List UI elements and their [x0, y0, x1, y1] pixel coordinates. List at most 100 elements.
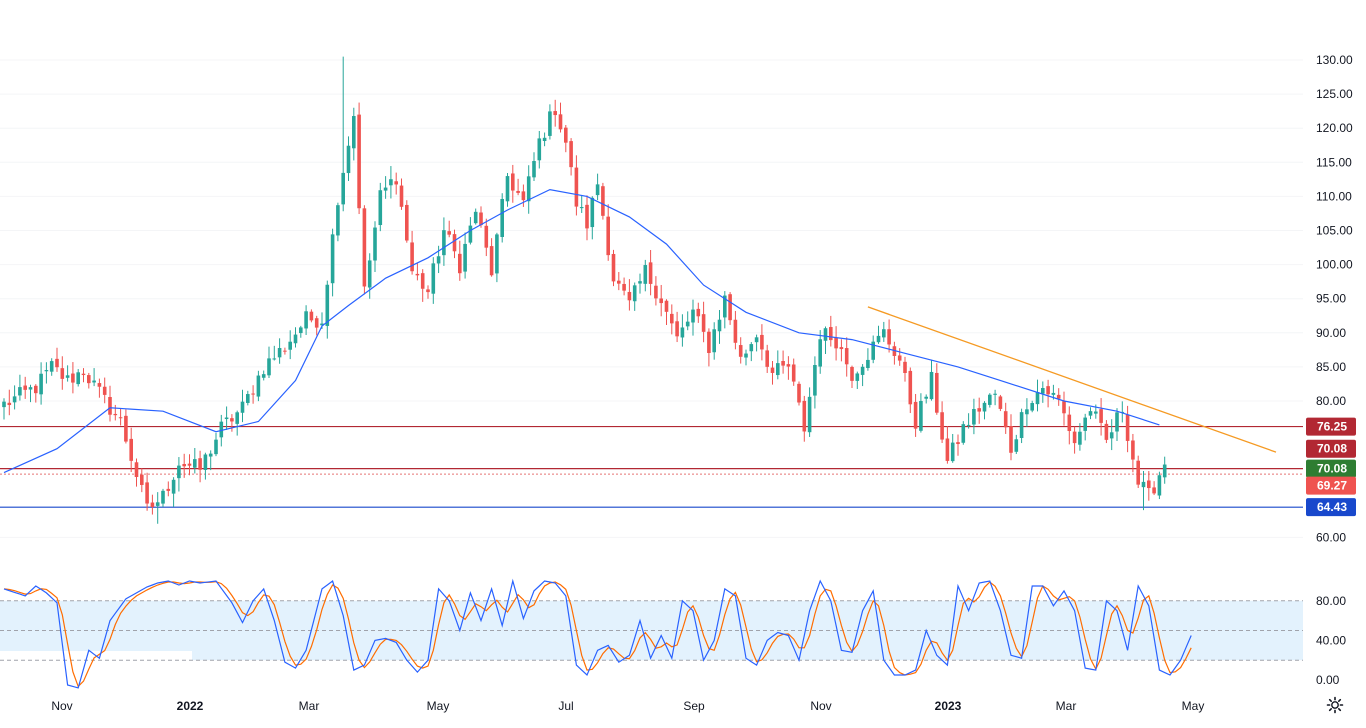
candle-body — [309, 311, 314, 321]
candle — [277, 338, 282, 364]
candle — [1009, 414, 1013, 461]
candle-body — [701, 314, 706, 332]
candle-body — [436, 256, 441, 264]
candle-body — [1152, 487, 1156, 494]
candle — [426, 285, 430, 299]
candle-body — [977, 408, 981, 412]
candle — [1046, 379, 1050, 408]
candle-body — [574, 167, 579, 207]
candle-body — [749, 344, 754, 352]
price-tick-label: 100.00 — [1316, 258, 1353, 272]
candle — [675, 311, 679, 343]
candle — [442, 217, 446, 266]
candle-body — [18, 387, 22, 396]
candle-body — [325, 284, 330, 326]
candle-body — [558, 114, 563, 130]
candle-body — [256, 375, 261, 397]
candle — [251, 385, 255, 404]
candle-body — [834, 337, 838, 349]
candle-body — [1147, 480, 1151, 489]
candle — [256, 370, 261, 402]
candle-body — [495, 234, 499, 274]
candle — [712, 322, 716, 360]
candle — [876, 325, 881, 344]
candle-body — [1131, 440, 1135, 460]
candle — [177, 457, 181, 492]
candle — [505, 173, 510, 207]
candle — [691, 299, 695, 336]
candle-body — [240, 401, 245, 413]
candle-body — [362, 208, 367, 287]
oscillator-tick-label: 80.00 — [1316, 594, 1346, 608]
candle — [447, 220, 451, 238]
candle — [484, 218, 489, 257]
band-gap — [0, 651, 192, 665]
price-tick-label: 125.00 — [1316, 87, 1353, 101]
candle-body — [1109, 432, 1114, 439]
candle-body — [935, 372, 939, 413]
candle-body — [1141, 481, 1146, 488]
stochastic-d-line — [3, 581, 1192, 688]
candle-body — [765, 350, 769, 367]
candle — [1083, 413, 1087, 441]
candle — [956, 434, 960, 456]
candle-body — [897, 355, 902, 361]
candle-body — [1088, 411, 1093, 416]
candle — [776, 350, 780, 380]
candle-body — [304, 311, 308, 329]
candle — [516, 178, 520, 196]
candle-body — [521, 191, 526, 201]
candle — [611, 249, 616, 287]
candle — [34, 384, 38, 403]
candle-body — [871, 341, 875, 360]
candle — [781, 350, 785, 374]
candle — [632, 282, 637, 311]
candle — [537, 130, 542, 169]
candle — [786, 356, 791, 380]
candle — [903, 356, 907, 382]
candle-body — [7, 402, 12, 406]
candle-body — [569, 141, 573, 168]
candle — [341, 56, 345, 212]
candle-body — [617, 280, 621, 284]
candle — [823, 326, 828, 355]
candle — [150, 494, 155, 515]
candle-body — [447, 231, 451, 235]
candle — [696, 302, 701, 323]
candle-body — [950, 442, 955, 462]
candle-body — [383, 187, 388, 191]
candle-body — [903, 361, 907, 374]
candle — [701, 301, 706, 343]
candle — [1157, 471, 1162, 500]
candle — [919, 393, 923, 433]
candle — [1088, 407, 1093, 420]
candle — [49, 358, 54, 376]
candle-body — [776, 363, 780, 376]
time-tick-label: 2023 — [935, 699, 962, 713]
candle-body — [823, 328, 828, 341]
candle-body — [564, 127, 568, 143]
candle-body — [1067, 414, 1072, 432]
candle — [569, 138, 573, 176]
candle-body — [161, 490, 165, 504]
price-tick-label: 130.00 — [1316, 53, 1353, 67]
candle — [431, 257, 436, 304]
candle-body — [908, 370, 913, 405]
candle — [659, 284, 663, 317]
candle — [585, 195, 589, 241]
candle — [330, 228, 335, 297]
candle — [945, 426, 950, 464]
candle-body — [346, 145, 351, 174]
candle-body — [208, 453, 213, 457]
price-tick-label: 115.00 — [1316, 155, 1352, 169]
time-tick-label: 2022 — [177, 699, 204, 713]
settings-gear-icon[interactable] — [1324, 694, 1346, 716]
candle — [23, 376, 27, 399]
price-badge-label: 76.25 — [1317, 420, 1347, 434]
candle — [685, 311, 690, 331]
candle — [1030, 400, 1034, 413]
candle — [749, 342, 754, 362]
candle-body — [150, 502, 155, 508]
time-tick-label: Jul — [558, 699, 573, 713]
